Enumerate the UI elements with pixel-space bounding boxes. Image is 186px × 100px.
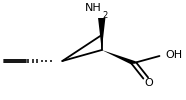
Text: NH: NH <box>85 3 102 13</box>
Text: O: O <box>144 78 153 88</box>
Text: 2: 2 <box>103 10 108 20</box>
Text: OH: OH <box>165 50 182 60</box>
Polygon shape <box>98 18 105 50</box>
Polygon shape <box>102 50 136 65</box>
